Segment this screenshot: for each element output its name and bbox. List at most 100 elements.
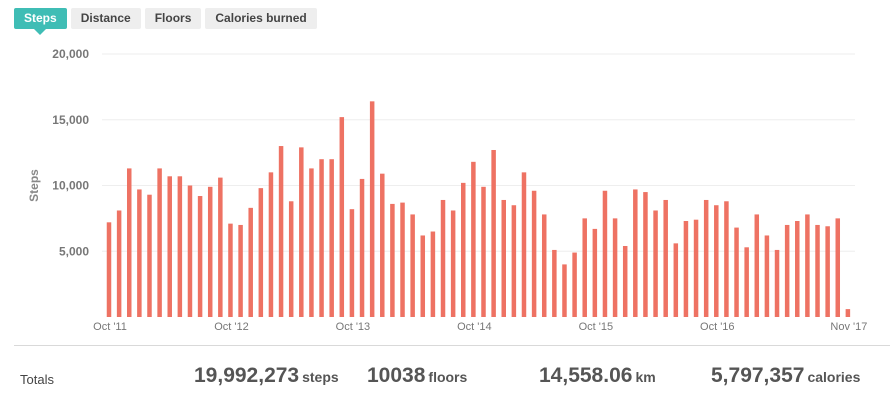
steps-bar-chart: 5,000 10,000 15,000 20,000 Steps Oct '11 Oct '… xyxy=(27,47,867,333)
bar xyxy=(258,188,264,317)
bar xyxy=(663,199,668,317)
bar xyxy=(582,218,587,317)
x-tick-label: Oct '16 xyxy=(700,321,735,333)
bar xyxy=(238,224,243,317)
totals-label: Totals xyxy=(20,372,54,387)
bar xyxy=(511,205,517,317)
bar xyxy=(390,203,395,317)
metric-tabs: Steps Distance Floors Calories burned xyxy=(14,8,317,35)
bar xyxy=(612,218,618,317)
bar xyxy=(461,182,466,317)
total-distance-value: 14,558.06 xyxy=(539,364,633,387)
bar xyxy=(177,176,183,317)
bar xyxy=(673,243,679,317)
divider xyxy=(14,345,890,346)
bar xyxy=(552,249,557,317)
bar xyxy=(714,205,719,317)
bar xyxy=(278,146,284,317)
total-steps: 19,992,273 steps xyxy=(194,364,339,388)
bar xyxy=(248,207,253,317)
x-tick-label: Oct '11 xyxy=(93,321,127,333)
total-calories-value: 5,797,357 xyxy=(711,364,805,387)
x-tick-label: Nov '17 xyxy=(830,321,867,333)
bar xyxy=(805,214,810,317)
total-calories: 5,797,357 calories xyxy=(711,364,860,388)
bar xyxy=(207,186,213,317)
bar xyxy=(268,172,274,317)
bar xyxy=(724,201,729,317)
bar xyxy=(349,209,355,317)
bar xyxy=(299,147,304,317)
bar xyxy=(845,309,851,317)
bar xyxy=(197,196,203,317)
total-floors-unit: floors xyxy=(428,369,468,385)
bar xyxy=(359,178,365,317)
bar xyxy=(501,199,506,317)
bar xyxy=(633,189,638,317)
bar xyxy=(380,173,385,317)
tab-floors[interactable]: Floors xyxy=(144,8,202,29)
total-calories-unit: calories xyxy=(807,369,861,385)
tab-steps[interactable]: Steps xyxy=(14,8,67,35)
bar xyxy=(703,199,709,317)
bar xyxy=(562,264,567,317)
bar xyxy=(450,210,456,317)
bar xyxy=(106,222,112,317)
total-distance: 14,558.06 km xyxy=(539,364,656,388)
bar xyxy=(147,194,152,317)
bar xyxy=(531,190,537,317)
bar xyxy=(744,247,749,317)
total-steps-value: 19,992,273 xyxy=(194,364,300,387)
y-tick-label: 20,000 xyxy=(52,47,89,61)
x-tick-label: Oct '14 xyxy=(457,321,492,333)
bar xyxy=(228,223,233,317)
tab-calories-burned[interactable]: Calories burned xyxy=(205,8,317,29)
bar xyxy=(369,101,375,317)
bar xyxy=(430,231,436,317)
bar xyxy=(339,117,345,318)
bar xyxy=(137,189,142,317)
bar xyxy=(734,227,739,317)
bar xyxy=(309,168,314,317)
bar xyxy=(815,224,820,317)
bar xyxy=(157,168,162,317)
bar xyxy=(481,186,486,317)
y-tick-label: 5,000 xyxy=(59,244,89,258)
bar xyxy=(835,218,841,317)
bar xyxy=(400,202,405,317)
bar xyxy=(218,177,223,317)
bar xyxy=(410,214,415,317)
y-tick-label: 10,000 xyxy=(52,179,89,193)
x-tick-label: Oct '12 xyxy=(214,321,249,333)
total-floors-value: 10038 xyxy=(367,364,426,387)
total-steps-unit: steps xyxy=(302,369,339,385)
y-axis-title: Steps xyxy=(27,169,41,202)
x-tick-label: Oct '15 xyxy=(579,321,614,333)
bar xyxy=(116,210,122,317)
bar xyxy=(471,161,476,317)
bar xyxy=(643,192,648,317)
bar xyxy=(774,249,780,317)
total-distance-unit: km xyxy=(635,369,656,385)
x-tick-label: Oct '13 xyxy=(336,321,371,333)
bar xyxy=(764,235,770,317)
tab-distance[interactable]: Distance xyxy=(70,8,141,29)
bar xyxy=(825,226,830,317)
bar xyxy=(795,221,800,317)
bar xyxy=(521,172,527,317)
bar xyxy=(592,228,598,317)
bar xyxy=(754,214,760,317)
bar xyxy=(126,168,132,317)
bar xyxy=(784,224,790,317)
y-tick-label: 15,000 xyxy=(52,113,89,127)
bar xyxy=(288,201,294,317)
bar xyxy=(572,252,577,317)
bar xyxy=(187,185,193,317)
bar xyxy=(420,235,426,317)
bar xyxy=(319,159,324,317)
bar xyxy=(693,219,699,317)
bar xyxy=(653,210,658,317)
bar xyxy=(491,149,496,317)
bar xyxy=(167,176,172,317)
bar xyxy=(683,221,689,317)
